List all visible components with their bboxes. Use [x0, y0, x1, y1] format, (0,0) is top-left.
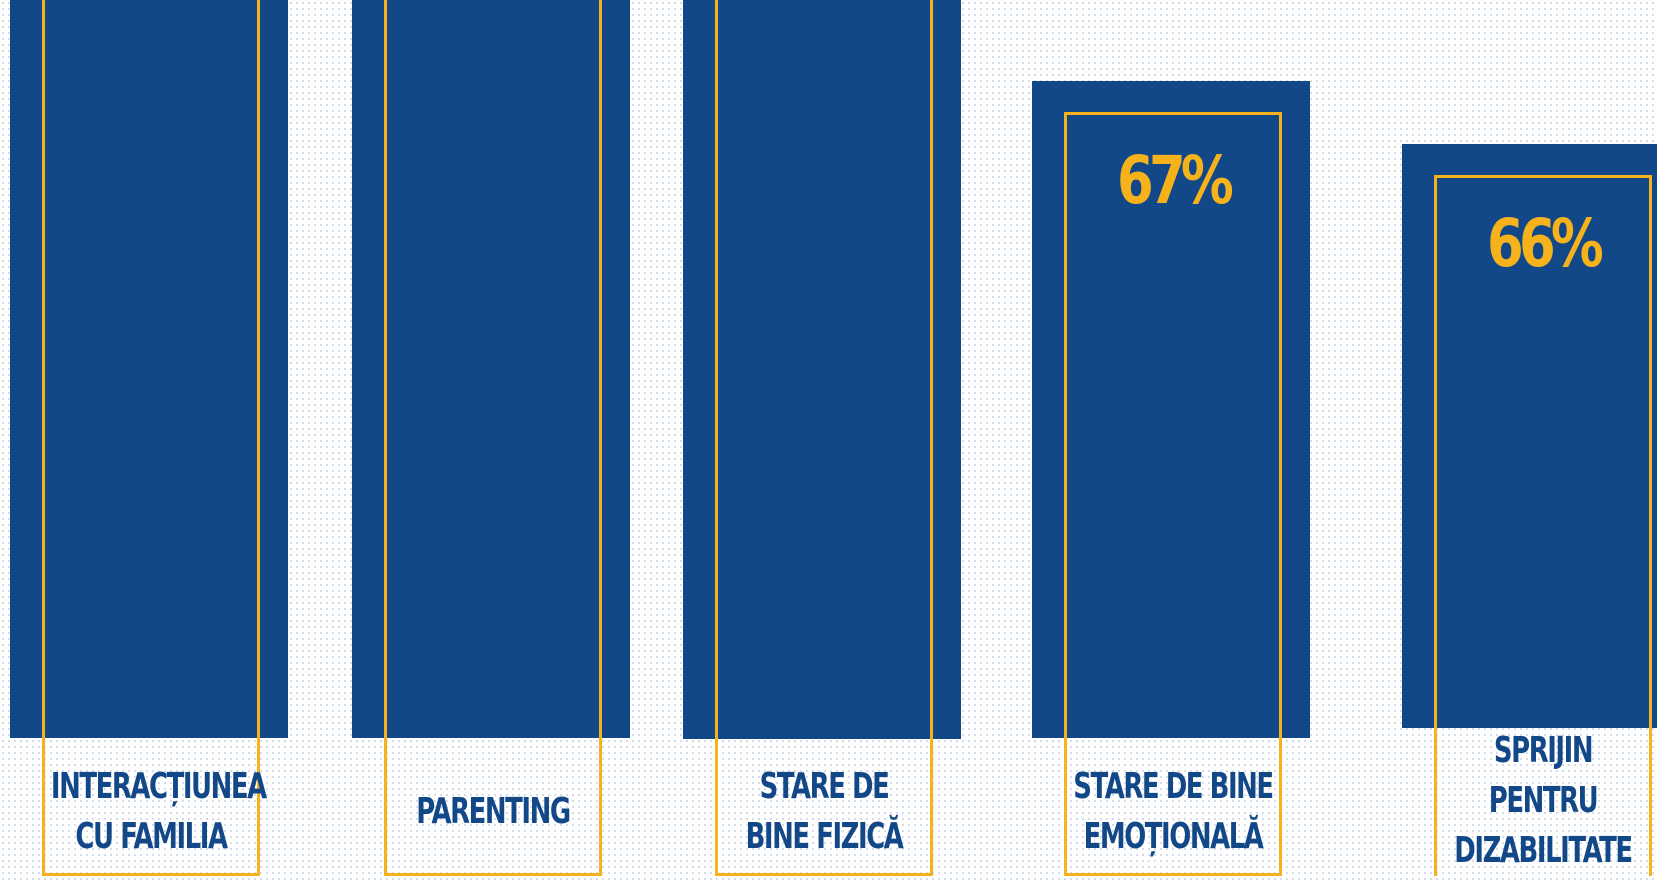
value-label-4: 67%	[1117, 142, 1234, 219]
category-label-3-line-2: BINE FIZICĂ	[745, 816, 904, 857]
bar-frame-2	[384, 0, 602, 876]
bar-frame-3	[715, 0, 933, 876]
category-label-5-line-3: DIZABILITATE	[1454, 830, 1633, 871]
bar-frame-4	[1064, 112, 1282, 876]
category-label-1-line-1: INTERACȚIUNEA	[50, 766, 267, 807]
category-label-5-line-2: PENTRU	[1488, 780, 1599, 821]
bar-5	[1402, 144, 1657, 728]
category-label-3: STARE DE BINE FIZICĂ	[724, 762, 924, 862]
category-label-2-line-1: PARENTING	[416, 791, 571, 832]
bar-4	[1032, 81, 1310, 738]
category-label-1-line-2: CU FAMILIA	[75, 816, 228, 857]
category-label-5-line-1: SPRIJIN	[1493, 730, 1594, 771]
category-label-4: STARE DE BINE EMOȚIONALĂ	[1073, 762, 1274, 862]
bar-frame-1	[42, 0, 260, 876]
category-label-4-line-2: EMOȚIONALĂ	[1083, 816, 1264, 857]
bar-3	[683, 0, 961, 739]
category-label-3-line-1: STARE DE	[759, 766, 890, 807]
category-label-5: SPRIJIN PENTRU DIZABILITATE	[1443, 726, 1643, 876]
bar-2	[352, 0, 630, 738]
bar-frame-5	[1434, 175, 1652, 876]
category-label-4-line-1: STARE DE BINE	[1073, 766, 1274, 807]
category-label-2: PARENTING	[393, 787, 593, 837]
value-label-5: 66%	[1487, 205, 1604, 282]
bar-1	[10, 0, 288, 738]
category-label-1: INTERACȚIUNEA CU FAMILIA	[50, 762, 267, 862]
